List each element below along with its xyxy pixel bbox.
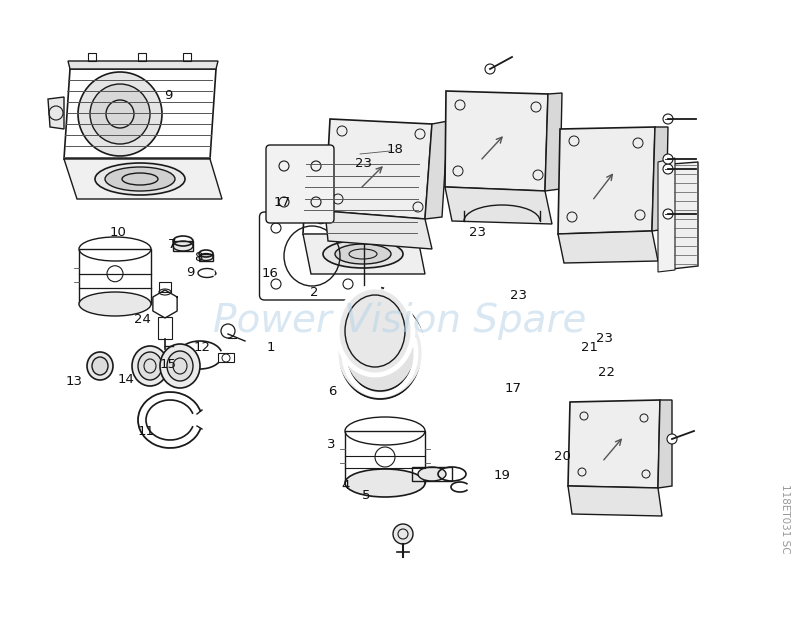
- Polygon shape: [558, 231, 658, 263]
- Text: 13: 13: [65, 376, 82, 388]
- Circle shape: [663, 114, 673, 124]
- Text: 23: 23: [510, 289, 527, 302]
- Circle shape: [316, 214, 326, 224]
- Ellipse shape: [87, 352, 113, 380]
- Bar: [345, 431, 425, 483]
- Ellipse shape: [105, 167, 175, 191]
- Text: 10: 10: [110, 226, 127, 239]
- Text: 118ET031 SC: 118ET031 SC: [781, 484, 790, 554]
- Text: 4: 4: [342, 479, 350, 492]
- Text: 6: 6: [329, 385, 337, 398]
- Text: 20: 20: [554, 450, 571, 462]
- Bar: [79, 249, 151, 304]
- Circle shape: [323, 168, 375, 220]
- Polygon shape: [303, 234, 425, 274]
- Circle shape: [78, 72, 162, 156]
- Circle shape: [90, 84, 150, 144]
- Bar: [158, 317, 172, 339]
- Ellipse shape: [167, 351, 193, 381]
- Polygon shape: [545, 93, 562, 191]
- Circle shape: [663, 209, 673, 219]
- Text: 17: 17: [504, 382, 522, 395]
- Text: 9: 9: [164, 89, 172, 102]
- Circle shape: [397, 160, 407, 170]
- Ellipse shape: [160, 344, 200, 388]
- Circle shape: [393, 524, 413, 544]
- Ellipse shape: [337, 287, 413, 375]
- Circle shape: [397, 214, 407, 224]
- Ellipse shape: [336, 299, 424, 399]
- Ellipse shape: [95, 163, 185, 195]
- Text: 7: 7: [168, 238, 176, 250]
- Text: 3: 3: [327, 438, 335, 451]
- Ellipse shape: [335, 244, 391, 264]
- Text: 23: 23: [354, 157, 372, 170]
- Ellipse shape: [138, 352, 162, 380]
- Bar: [138, 53, 146, 61]
- Text: 17: 17: [273, 196, 290, 209]
- Text: 1: 1: [266, 342, 274, 354]
- Circle shape: [663, 154, 673, 164]
- Text: 12: 12: [193, 341, 210, 353]
- Bar: [218, 353, 234, 362]
- Text: 8: 8: [194, 252, 202, 264]
- Polygon shape: [558, 127, 655, 234]
- Ellipse shape: [323, 240, 403, 268]
- Ellipse shape: [344, 307, 416, 391]
- Ellipse shape: [92, 357, 108, 375]
- Text: 15: 15: [159, 359, 177, 371]
- Polygon shape: [445, 187, 552, 224]
- Polygon shape: [652, 127, 668, 231]
- Bar: [199, 253, 213, 260]
- Circle shape: [485, 64, 495, 74]
- Bar: [88, 53, 96, 61]
- Ellipse shape: [199, 253, 213, 260]
- Polygon shape: [658, 400, 672, 488]
- Text: 21: 21: [581, 342, 598, 354]
- Text: 9: 9: [186, 266, 194, 279]
- Polygon shape: [672, 162, 698, 269]
- Text: 16: 16: [262, 267, 279, 280]
- Polygon shape: [48, 97, 64, 129]
- Bar: [183, 53, 191, 61]
- Bar: [173, 241, 193, 251]
- Text: Power Vision Spare: Power Vision Spare: [214, 302, 586, 340]
- Text: 22: 22: [598, 366, 615, 379]
- FancyBboxPatch shape: [266, 145, 334, 223]
- Circle shape: [667, 434, 677, 444]
- Polygon shape: [658, 158, 675, 272]
- Ellipse shape: [132, 346, 168, 386]
- Polygon shape: [325, 119, 432, 219]
- Polygon shape: [64, 159, 222, 199]
- Ellipse shape: [79, 292, 151, 316]
- Ellipse shape: [418, 467, 446, 481]
- Text: 2: 2: [310, 286, 318, 299]
- Text: 24: 24: [134, 313, 151, 326]
- Ellipse shape: [345, 469, 425, 497]
- Circle shape: [313, 158, 385, 230]
- Polygon shape: [325, 211, 432, 249]
- Circle shape: [316, 160, 326, 170]
- Text: 14: 14: [117, 373, 134, 386]
- Bar: [412, 467, 452, 481]
- Text: 23: 23: [596, 332, 614, 345]
- Text: 18: 18: [386, 143, 404, 156]
- Text: 19: 19: [493, 469, 510, 482]
- Polygon shape: [445, 91, 548, 191]
- Circle shape: [663, 164, 673, 174]
- Text: 11: 11: [137, 425, 154, 438]
- Text: 23: 23: [469, 226, 486, 239]
- Polygon shape: [568, 486, 662, 516]
- Bar: [159, 282, 171, 292]
- Polygon shape: [425, 121, 448, 219]
- Polygon shape: [568, 400, 660, 488]
- Polygon shape: [68, 61, 218, 69]
- Text: 5: 5: [362, 489, 370, 501]
- Ellipse shape: [173, 241, 193, 251]
